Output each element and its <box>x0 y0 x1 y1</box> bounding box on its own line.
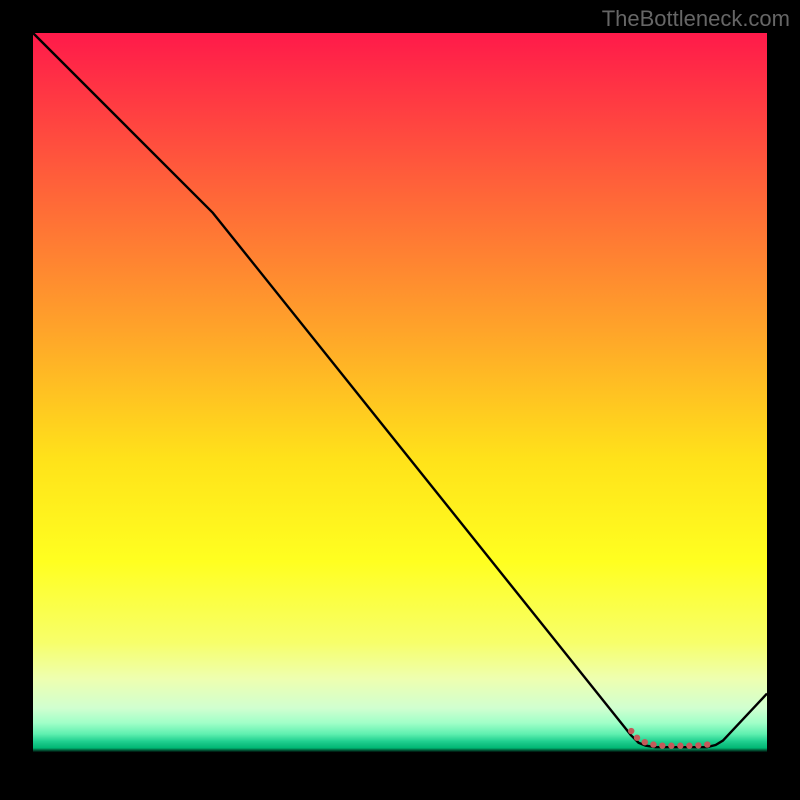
chart-svg <box>0 0 800 800</box>
watermark-text: TheBottleneck.com <box>602 6 790 32</box>
chart-container: TheBottleneck.com <box>0 0 800 800</box>
